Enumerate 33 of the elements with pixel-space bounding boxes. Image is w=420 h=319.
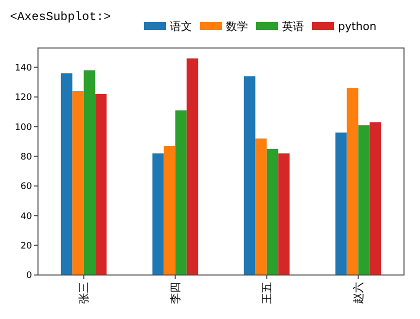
- x-tick-label: 王五: [260, 282, 274, 304]
- bar: [95, 94, 107, 275]
- x-tick-label: 李四: [169, 282, 182, 304]
- legend-label: 语文: [170, 20, 192, 33]
- bar: [186, 58, 198, 275]
- x-tick-label: 张三: [78, 282, 91, 304]
- legend-label: python: [338, 20, 377, 33]
- legend-label: 数学: [226, 20, 248, 33]
- bar: [84, 70, 96, 275]
- y-tick-label: 100: [14, 122, 32, 133]
- y-tick-label: 80: [20, 152, 32, 162]
- bar: [152, 153, 164, 275]
- bar: [335, 132, 347, 275]
- y-tick-label: 40: [20, 212, 32, 222]
- bar: [175, 110, 187, 275]
- text: <AxesSubplot:>: [10, 10, 111, 24]
- bar: [358, 125, 370, 275]
- bar: [244, 76, 256, 275]
- bar: [72, 91, 84, 275]
- legend-label: 英语: [282, 20, 304, 33]
- bar: [266, 148, 278, 275]
- y-tick-label: 140: [14, 63, 32, 74]
- bar: [370, 122, 382, 275]
- y-tick-label: 60: [20, 182, 32, 192]
- bar: [164, 146, 176, 275]
- y-tick-label: 20: [20, 241, 32, 252]
- bar: [278, 153, 290, 275]
- y-tick-label: 0: [26, 271, 32, 282]
- y-tick-label: 120: [14, 93, 32, 104]
- bar: [60, 73, 72, 275]
- bar: [255, 138, 267, 275]
- bar: [346, 88, 358, 275]
- x-tick-label: 赵六: [352, 282, 366, 304]
